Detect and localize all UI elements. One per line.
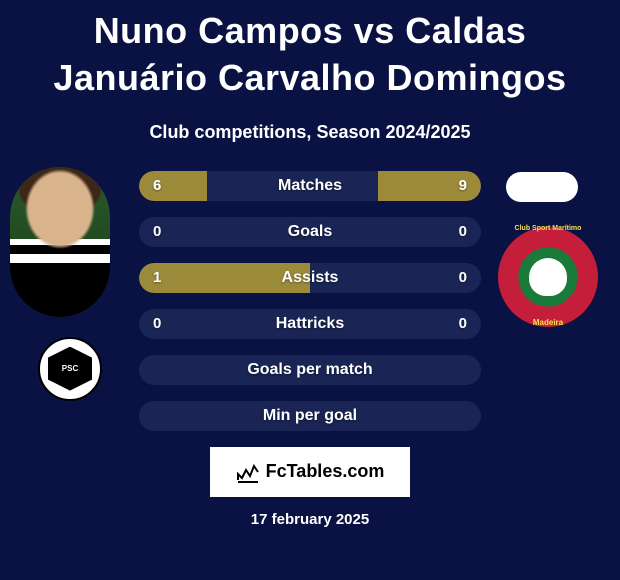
stat-row-goals-per-match: Goals per match [139, 355, 481, 385]
player-photo-right-placeholder [506, 172, 578, 202]
stat-value-right: 0 [459, 315, 467, 332]
stat-value-left: 0 [153, 223, 161, 240]
stat-value-right: 9 [459, 177, 467, 194]
lion-icon [529, 258, 567, 296]
brand-badge[interactable]: FcTables.com [210, 447, 410, 497]
fctables-logo-icon [236, 460, 260, 484]
maritimo-logo-icon: Club Sport Marítimo Madeira [498, 227, 598, 327]
stat-row-hattricks: 0 Hattricks 0 [139, 309, 481, 339]
stat-label: Goals per match [247, 361, 372, 379]
brand-text: FcTables.com [266, 461, 385, 482]
stat-value-right: 0 [459, 269, 467, 286]
player-photo-left [10, 167, 110, 317]
stat-value-left: 0 [153, 315, 161, 332]
stat-label: Goals [288, 223, 332, 241]
stat-row-matches: 6 Matches 9 [139, 171, 481, 201]
club-logo-right: Club Sport Marítimo Madeira [498, 217, 598, 337]
player-photo-left-inner [10, 167, 110, 317]
infographic-date: 17 february 2025 [0, 511, 620, 528]
stats-area: PSC Club Sport Marítimo Madeira 6 Matche… [0, 167, 620, 528]
stat-value-left: 6 [153, 177, 161, 194]
comparison-title: Nuno Campos vs Caldas Januário Carvalho … [0, 0, 620, 106]
club-badge-text-bottom: Madeira [498, 318, 598, 327]
stat-label: Matches [278, 177, 342, 195]
club-badge-text-top: Club Sport Marítimo [498, 225, 598, 232]
stat-value-left: 1 [153, 269, 161, 286]
club-logo-left: PSC [38, 337, 102, 401]
stat-label: Min per goal [263, 407, 357, 425]
stat-row-goals: 0 Goals 0 [139, 217, 481, 247]
stat-rows: 6 Matches 9 0 Goals 0 1 Assists 0 0 Hatt… [139, 167, 481, 431]
stat-label: Hattricks [276, 315, 344, 333]
comparison-subtitle: Club competitions, Season 2024/2025 [0, 122, 620, 143]
stat-fill-left [139, 171, 207, 201]
stat-row-assists: 1 Assists 0 [139, 263, 481, 293]
portimonense-logo-icon: PSC [48, 347, 92, 391]
stat-value-right: 0 [459, 223, 467, 240]
stat-row-min-per-goal: Min per goal [139, 401, 481, 431]
stat-label: Assists [282, 269, 339, 287]
